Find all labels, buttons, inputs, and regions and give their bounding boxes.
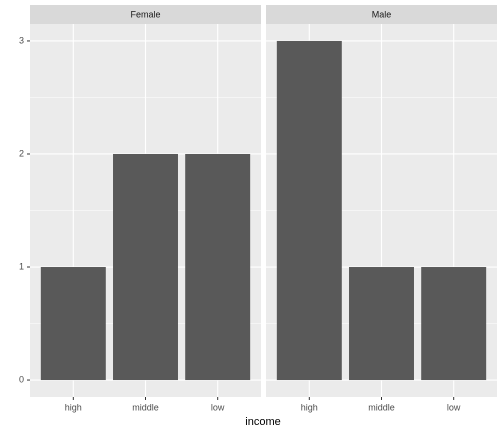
bar	[40, 267, 106, 381]
strip-label: Male	[372, 9, 392, 19]
strip-label: Female	[130, 9, 160, 19]
x-tick-label: middle	[368, 402, 395, 412]
y-tick-label: 0	[19, 374, 24, 384]
bar	[276, 40, 342, 381]
bar	[349, 267, 414, 381]
bar	[421, 267, 487, 381]
y-tick-label: 2	[19, 148, 24, 158]
x-axis-title: income	[245, 416, 280, 428]
strip	[30, 5, 261, 24]
strip	[266, 5, 497, 24]
y-tick-label: 1	[19, 261, 24, 271]
bar	[185, 153, 251, 381]
x-tick-label: middle	[132, 402, 159, 412]
x-tick-label: low	[211, 402, 225, 412]
x-tick-label: low	[447, 402, 461, 412]
y-tick-label: 3	[19, 35, 24, 45]
bar	[113, 153, 178, 381]
x-tick-label: high	[301, 402, 318, 412]
x-tick-label: high	[65, 402, 82, 412]
